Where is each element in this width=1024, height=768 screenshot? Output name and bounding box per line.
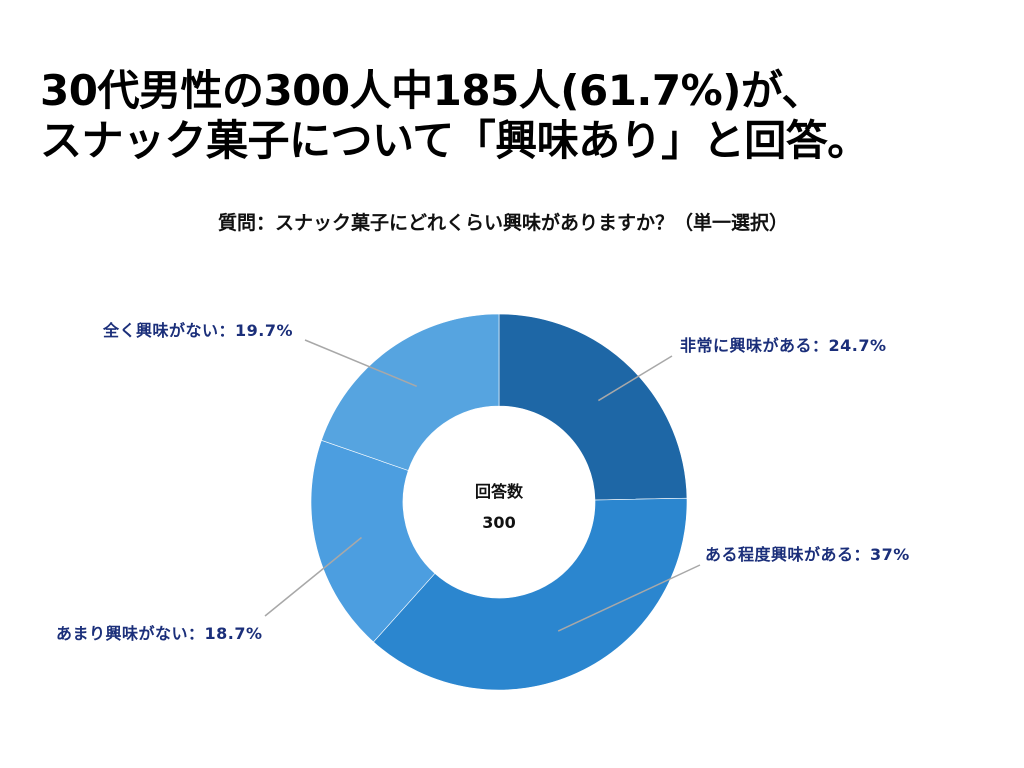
leader-not-very-interested [264, 536, 362, 617]
slice-not-very-interested [310, 439, 436, 643]
slice-somewhat-interested [373, 497, 688, 691]
question-text: 質問：スナック菓子にどれくらい興味がありますか？（単一選択） [217, 212, 788, 234]
headline-line-2: スナック菓子について「興味あり」と回答。 [40, 116, 869, 165]
headline: 30代男性の300人中185人(61.7%)が、 スナック菓子について「興味あり… [40, 66, 1000, 166]
headline-line-1: 30代男性の300人中185人(61.7%)が、 [40, 66, 824, 115]
slice-very-interested [498, 313, 688, 501]
leader-not-interested-at-all [304, 339, 417, 387]
label-very-interested: 非常に興味がある：24.7% [680, 336, 887, 355]
leader-somewhat-interested [557, 564, 701, 632]
center-label: 回答数 [474, 482, 523, 501]
label-not-very-interested: あまり興味がない：18.7% [56, 624, 263, 643]
donut-center: 回答数 300 [439, 476, 559, 538]
label-somewhat-interested: ある程度興味がある：37% [705, 545, 910, 564]
center-value: 300 [482, 513, 516, 532]
leader-very-interested [597, 355, 673, 402]
label-not-interested-at-all: 全く興味がない：19.7% [103, 321, 294, 340]
slice-not-interested-at-all [321, 313, 500, 471]
